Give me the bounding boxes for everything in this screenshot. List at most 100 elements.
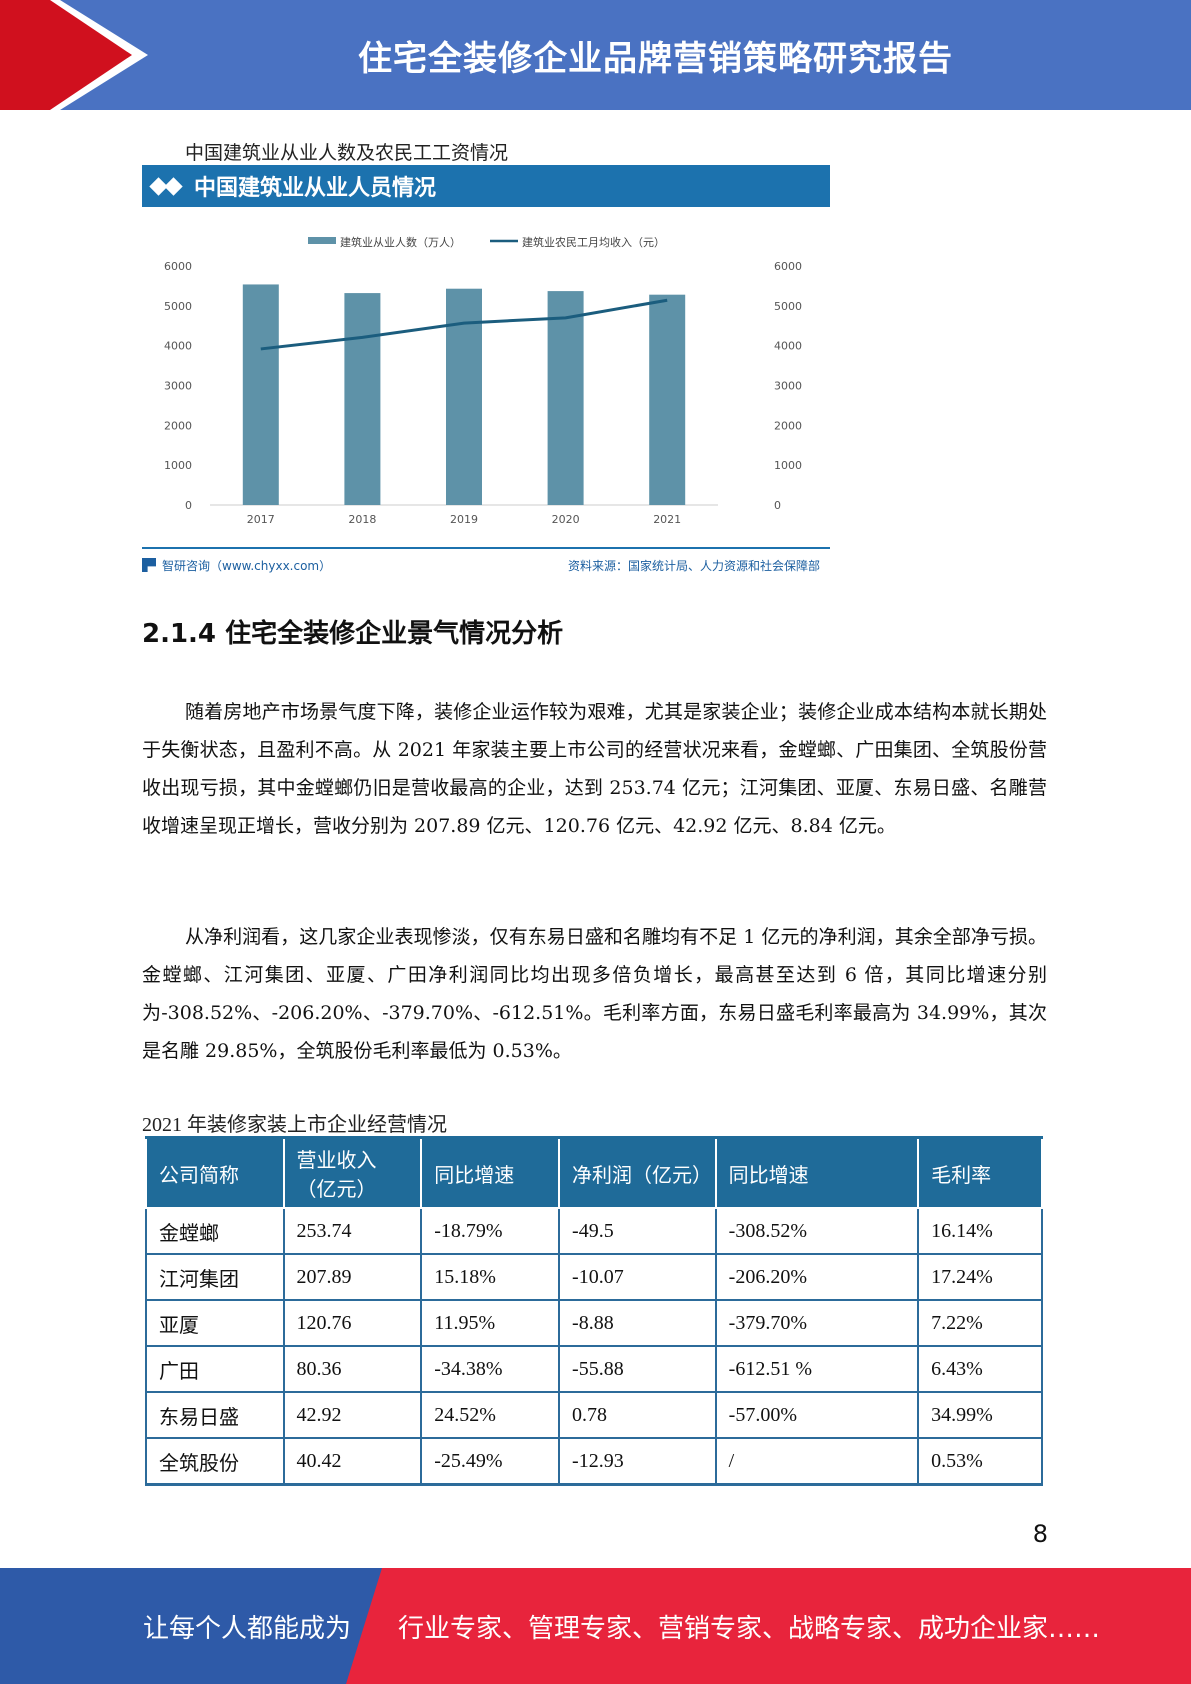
chart-brand: 智研咨询（www.chyxx.com） <box>142 557 331 574</box>
table-cell: 34.99% <box>917 1391 1043 1439</box>
x-tick-label: 2017 <box>247 513 275 526</box>
x-tick-label: 2019 <box>450 513 478 526</box>
table-cell: / <box>714 1437 920 1486</box>
y-left-tick-label: 4000 <box>164 340 192 353</box>
table-cell: 7.22% <box>917 1299 1043 1347</box>
y-left-tick-label: 0 <box>185 499 192 512</box>
table-cell: -8.88 <box>558 1299 717 1347</box>
chart-footer: 智研咨询（www.chyxx.com） 资料来源：国家统计局、人力资源和社会保障… <box>142 547 830 577</box>
page-header: 住宅全装修企业品牌营销策略研究报告 <box>0 0 1191 110</box>
table-cell: 120.76 <box>282 1299 423 1347</box>
legend-bar-swatch <box>308 237 336 244</box>
x-tick-label: 2020 <box>552 513 580 526</box>
y-right-tick-label: 2000 <box>774 419 802 432</box>
footer-band-decoration <box>0 1568 1191 1684</box>
table-header-cell: 净利润（亿元） <box>558 1136 717 1209</box>
header-arrow-decoration <box>0 0 148 110</box>
bar <box>649 294 686 505</box>
table-cell: -10.07 <box>558 1253 717 1301</box>
table-cell: -18.79% <box>420 1207 561 1255</box>
chart-title-bar: 中国建筑业从业人员情况 <box>142 165 830 207</box>
chart-brand-text: 智研咨询（www.chyxx.com） <box>162 558 332 573</box>
table-cell: 广田 <box>145 1345 285 1393</box>
paragraph-1: 随着房地产市场景气度下降，装修企业运作较为艰难，尤其是家装企业；装修企业成本结构… <box>142 701 1047 837</box>
x-tick-label: 2021 <box>653 513 681 526</box>
y-right-tick-label: 5000 <box>774 300 802 313</box>
paragraph-2: 从净利润看，这几家企业表现惨淡，仅有东易日盛和名雕均有不足 1 亿元的净利润，其… <box>142 926 1047 1062</box>
table-cell: 17.24% <box>917 1253 1043 1301</box>
table-cell: 东易日盛 <box>145 1391 285 1439</box>
table-row: 江河集团 207.89 15.18% -10.07 -206.20% 17.24… <box>145 1253 1043 1301</box>
legend-label: 建筑业农民工月均收入（元） <box>522 235 665 249</box>
table-cell: -308.52% <box>714 1207 920 1255</box>
table-cell: 6.43% <box>917 1345 1043 1393</box>
table-cell: -206.20% <box>714 1253 920 1301</box>
table-cell: 0.78 <box>558 1391 717 1439</box>
table-header-cell: 同比增速 <box>714 1136 920 1209</box>
legend-label: 建筑业从业人数（万人） <box>340 235 461 249</box>
chart-figure: 中国建筑业从业人员情况 建筑业从业人数（万人） 建筑业农民工月均收入（元） 0 100… <box>142 165 830 575</box>
table-cell: 11.95% <box>420 1299 561 1347</box>
chart-caption: 中国建筑业从业人数及农民工工资情况 <box>185 142 509 164</box>
y-right-tick-label: 1000 <box>774 459 802 472</box>
table-cell: -612.51 % <box>714 1345 920 1393</box>
table-cell: 0.53% <box>917 1437 1043 1486</box>
table-header-row: 公司简称 营业收入（亿元） 同比增速 净利润（亿元） 同比增速 毛利率 <box>145 1136 1043 1209</box>
table-cell: -34.38% <box>420 1345 561 1393</box>
chart-plot: 建筑业从业人数（万人） 建筑业农民工月均收入（元） 0 1000 2000 3000 400… <box>164 235 802 526</box>
bar <box>344 293 381 505</box>
table-cell: -49.5 <box>558 1207 717 1255</box>
table-cell: 全筑股份 <box>145 1437 285 1486</box>
table-cell: 江河集团 <box>145 1253 285 1301</box>
report-title: 住宅全装修企业品牌营销策略研究报告 <box>358 38 953 79</box>
y-right-tick-label: 3000 <box>774 380 802 393</box>
y-left-tick-label: 3000 <box>164 380 192 393</box>
table-cell: 42.92 <box>282 1391 423 1439</box>
table-header-cell: 公司简称 <box>145 1136 285 1209</box>
table-header-cell: 营业收入（亿元） <box>282 1136 423 1209</box>
chart-source: 资料来源：国家统计局、人力资源和社会保障部 <box>567 558 820 573</box>
table-row: 全筑股份 40.42 -25.49% -12.93 / 0.53% <box>145 1437 1043 1486</box>
y-left-tick-label: 2000 <box>164 419 192 432</box>
table-cell: -379.70% <box>714 1299 920 1347</box>
y-right-tick-label: 6000 <box>774 260 802 273</box>
y-left-tick-label: 5000 <box>164 300 192 313</box>
y-left-tick-label: 1000 <box>164 459 192 472</box>
table-cell: 亚厦 <box>145 1299 285 1347</box>
table-cell: 253.74 <box>282 1207 423 1255</box>
x-tick-label: 2018 <box>348 513 376 526</box>
bar <box>242 284 279 505</box>
table-caption: 2021 年装修家装上市企业经营情况 <box>142 1114 447 1136</box>
table-row: 广田 80.36 -34.38% -55.88 -612.51 % 6.43% <box>145 1345 1043 1393</box>
table-cell: -25.49% <box>420 1437 561 1486</box>
table-cell: 金螳螂 <box>145 1207 285 1255</box>
table-cell: 24.52% <box>420 1391 561 1439</box>
table-cell: -12.93 <box>558 1437 717 1486</box>
table-row: 金螳螂 253.74 -18.79% -49.5 -308.52% 16.14% <box>145 1207 1043 1255</box>
y-right-tick-label: 4000 <box>774 340 802 353</box>
table-cell: 16.14% <box>917 1207 1043 1255</box>
chart-title: 中国建筑业从业人员情况 <box>194 176 437 201</box>
section-heading: 2.1.4 住宅全装修企业景气情况分析 <box>142 619 564 649</box>
income-line <box>260 298 668 351</box>
table-row: 亚厦 120.76 11.95% -8.88 -379.70% 7.22% <box>145 1299 1043 1347</box>
footer-slogan-left: 让每个人都能成为 <box>143 1613 352 1644</box>
table-header-cell: 同比增速 <box>420 1136 561 1209</box>
y-right-tick-label: 0 <box>774 499 781 512</box>
bar <box>547 291 584 505</box>
table-cell: 15.18% <box>420 1253 561 1301</box>
diamond-icon <box>149 176 183 196</box>
brand-logo-icon <box>142 558 156 572</box>
y-left-tick-label: 6000 <box>164 260 192 273</box>
footer-slogan-right: 行业专家、管理专家、营销专家、战略专家、成功企业家…… <box>398 1613 1101 1644</box>
business-table: 公司简称 营业收入（亿元） 同比增速 净利润（亿元） 同比增速 毛利率 金螳螂 … <box>145 1136 1043 1486</box>
page-footer: 让每个人都能成为 行业专家、管理专家、营销专家、战略专家、成功企业家…… <box>0 1568 1191 1684</box>
table-header-cell: 毛利率 <box>917 1136 1043 1209</box>
table-cell: -57.00% <box>714 1391 920 1439</box>
table-row: 东易日盛 42.92 24.52% 0.78 -57.00% 34.99% <box>145 1391 1043 1439</box>
table-cell: 80.36 <box>282 1345 423 1393</box>
page-number: 8 <box>1032 1520 1048 1548</box>
table-cell: -55.88 <box>558 1345 717 1393</box>
table-cell: 40.42 <box>282 1437 423 1486</box>
table-cell: 207.89 <box>282 1253 423 1301</box>
